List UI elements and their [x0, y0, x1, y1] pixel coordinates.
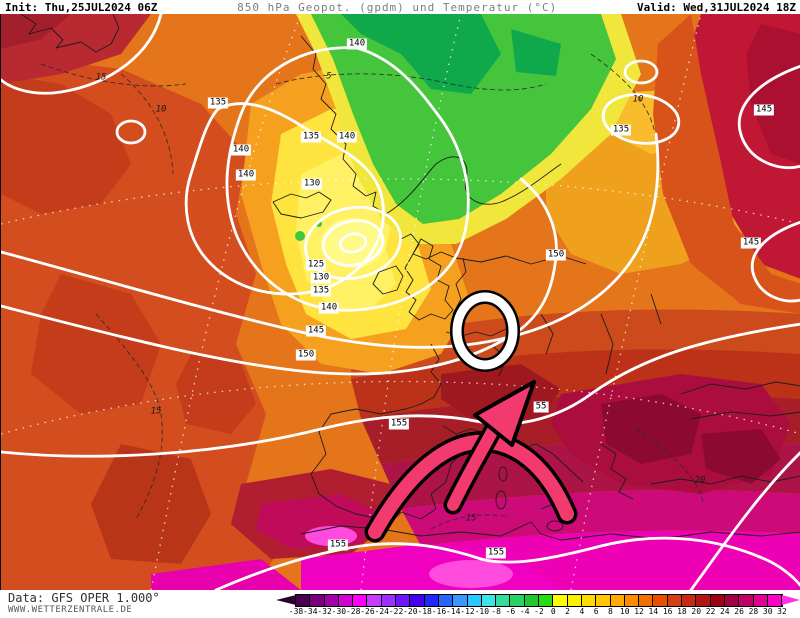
colorbar-tick: -8 [491, 607, 501, 616]
graticule-layer [1, 14, 800, 590]
colorbar-swatch [653, 595, 668, 606]
colorbar-tick: 4 [579, 607, 585, 616]
colorbar-swatch [667, 595, 683, 606]
colorbar-swatch [553, 595, 568, 606]
colorbar-tick: 10 [619, 607, 630, 616]
colorbar-swatch [696, 595, 711, 606]
colorbar-swatch [353, 595, 368, 606]
colorbar-swatch [581, 595, 597, 606]
colorbar-swatch [424, 595, 439, 606]
colorbar-tick: 12 [634, 607, 644, 616]
colorbar-tick: 26 [734, 607, 744, 616]
colorbar-tick: -14 [446, 607, 461, 616]
colorbar-swatch [381, 595, 397, 606]
colorbar-swatch [639, 595, 654, 606]
colorbar-swatch [624, 595, 640, 606]
colorbar-tick: -6 [505, 607, 516, 616]
colorbar-tick: -10 [474, 607, 490, 616]
heat-advection-arrow [364, 380, 578, 543]
colorbar-tick: -28 [345, 607, 361, 616]
colorbar-swatch [467, 595, 482, 606]
colorbar-swatch [724, 595, 740, 606]
colorbar-tick: -34 [303, 607, 318, 616]
colorbar-tick: 6 [593, 607, 599, 616]
colorbar-tick: 2 [565, 607, 570, 616]
colorbar-tick: 8 [608, 607, 613, 616]
isotherm-layer [40, 53, 704, 530]
colorbar-swatch [296, 595, 311, 606]
colorbar-tick: -12 [460, 607, 475, 616]
weather-map-svg [1, 14, 800, 590]
website-label: WWW.WETTERZENTRALE.DE [8, 605, 133, 615]
colorbar-tick: -18 [417, 607, 432, 616]
colorbar-tick: 32 [777, 607, 787, 616]
colorbar-swatch [596, 595, 611, 606]
colorbar-swatch [410, 595, 425, 606]
colorbar-swatch [510, 595, 525, 606]
colorbar-swatch [567, 595, 582, 606]
footer-bar: Data: GFS OPER 1.000° WWW.WETTERZENTRALE… [0, 590, 800, 618]
colorbar-swatch [524, 595, 540, 606]
colorbar-swatch [610, 595, 625, 606]
annotation-layer [364, 290, 578, 543]
colorbar-tick: 30 [762, 607, 773, 616]
colorbar-tick: -24 [374, 607, 389, 616]
data-source-label: Data: GFS OPER 1.000° [8, 591, 160, 605]
colorbar-tick: -32 [317, 607, 332, 616]
colorbar-swatch [539, 595, 554, 606]
colorbar-tick: 16 [662, 607, 673, 616]
colorbar-tick: 24 [719, 607, 730, 616]
colorbar-swatch [739, 595, 754, 606]
colorbar-left-arrow-icon [276, 595, 296, 605]
colorbar-swatch [753, 595, 768, 606]
colorbar-swatch [396, 595, 411, 606]
colorbar-tick: -38 [288, 607, 304, 616]
colorbar-swatch [710, 595, 725, 606]
colorbar-tick: -20 [403, 607, 418, 616]
colorbar-swatch [481, 595, 497, 606]
colorbar-tick-labels: -38 -34 -32 -30 -28 -26 -24 -22 -20 -18 -16 -14 -12-… [276, 607, 800, 617]
colorbar-swatch [338, 595, 354, 606]
colorbar-tick: -22 [388, 607, 404, 616]
colorbar-tick: 22 [705, 607, 716, 616]
highlight-oval [450, 290, 520, 372]
colorbar-tick: 14 [648, 607, 659, 616]
temperature-colorbar [276, 594, 800, 607]
colorbar-swatch [310, 595, 325, 606]
init-time-label: Init: Thu,25JUL2024 06Z [5, 0, 158, 14]
valid-time-label: Valid: Wed,31JUL2024 18Z [637, 0, 796, 14]
colorbar-tick: -30 [331, 607, 347, 616]
colorbar-swatch [682, 595, 697, 606]
colorbar-tick: -4 [519, 607, 530, 616]
colorbar-swatch [438, 595, 454, 606]
colorbar-tick: 28 [748, 607, 759, 616]
colorbar-swatch [324, 595, 339, 606]
colorbar-swatch [453, 595, 468, 606]
header-bar: Init: Thu,25JUL2024 06Z 850 hPa Geopot. … [0, 0, 800, 14]
colorbar-tick: 18 [677, 607, 687, 616]
colorbar-tick: 0 [550, 607, 556, 616]
colorbar-tick: 20 [691, 607, 702, 616]
colorbar-right-arrow-icon [782, 595, 800, 605]
colorbar-swatches [295, 594, 783, 607]
colorbar-swatch [496, 595, 511, 606]
colorbar-swatch [367, 595, 382, 606]
colorbar-tick: -16 [431, 607, 447, 616]
colorbar-swatch [767, 595, 783, 606]
colorbar-tick: -26 [360, 607, 375, 616]
map-title: 850 hPa Geopot. (gpdm) und Temperatur (°… [237, 0, 558, 14]
weather-map: 140 135 140 140 135 140 130 125 130 135 140 145 150 1… [0, 14, 800, 590]
colorbar-tick: -2 [534, 607, 544, 616]
